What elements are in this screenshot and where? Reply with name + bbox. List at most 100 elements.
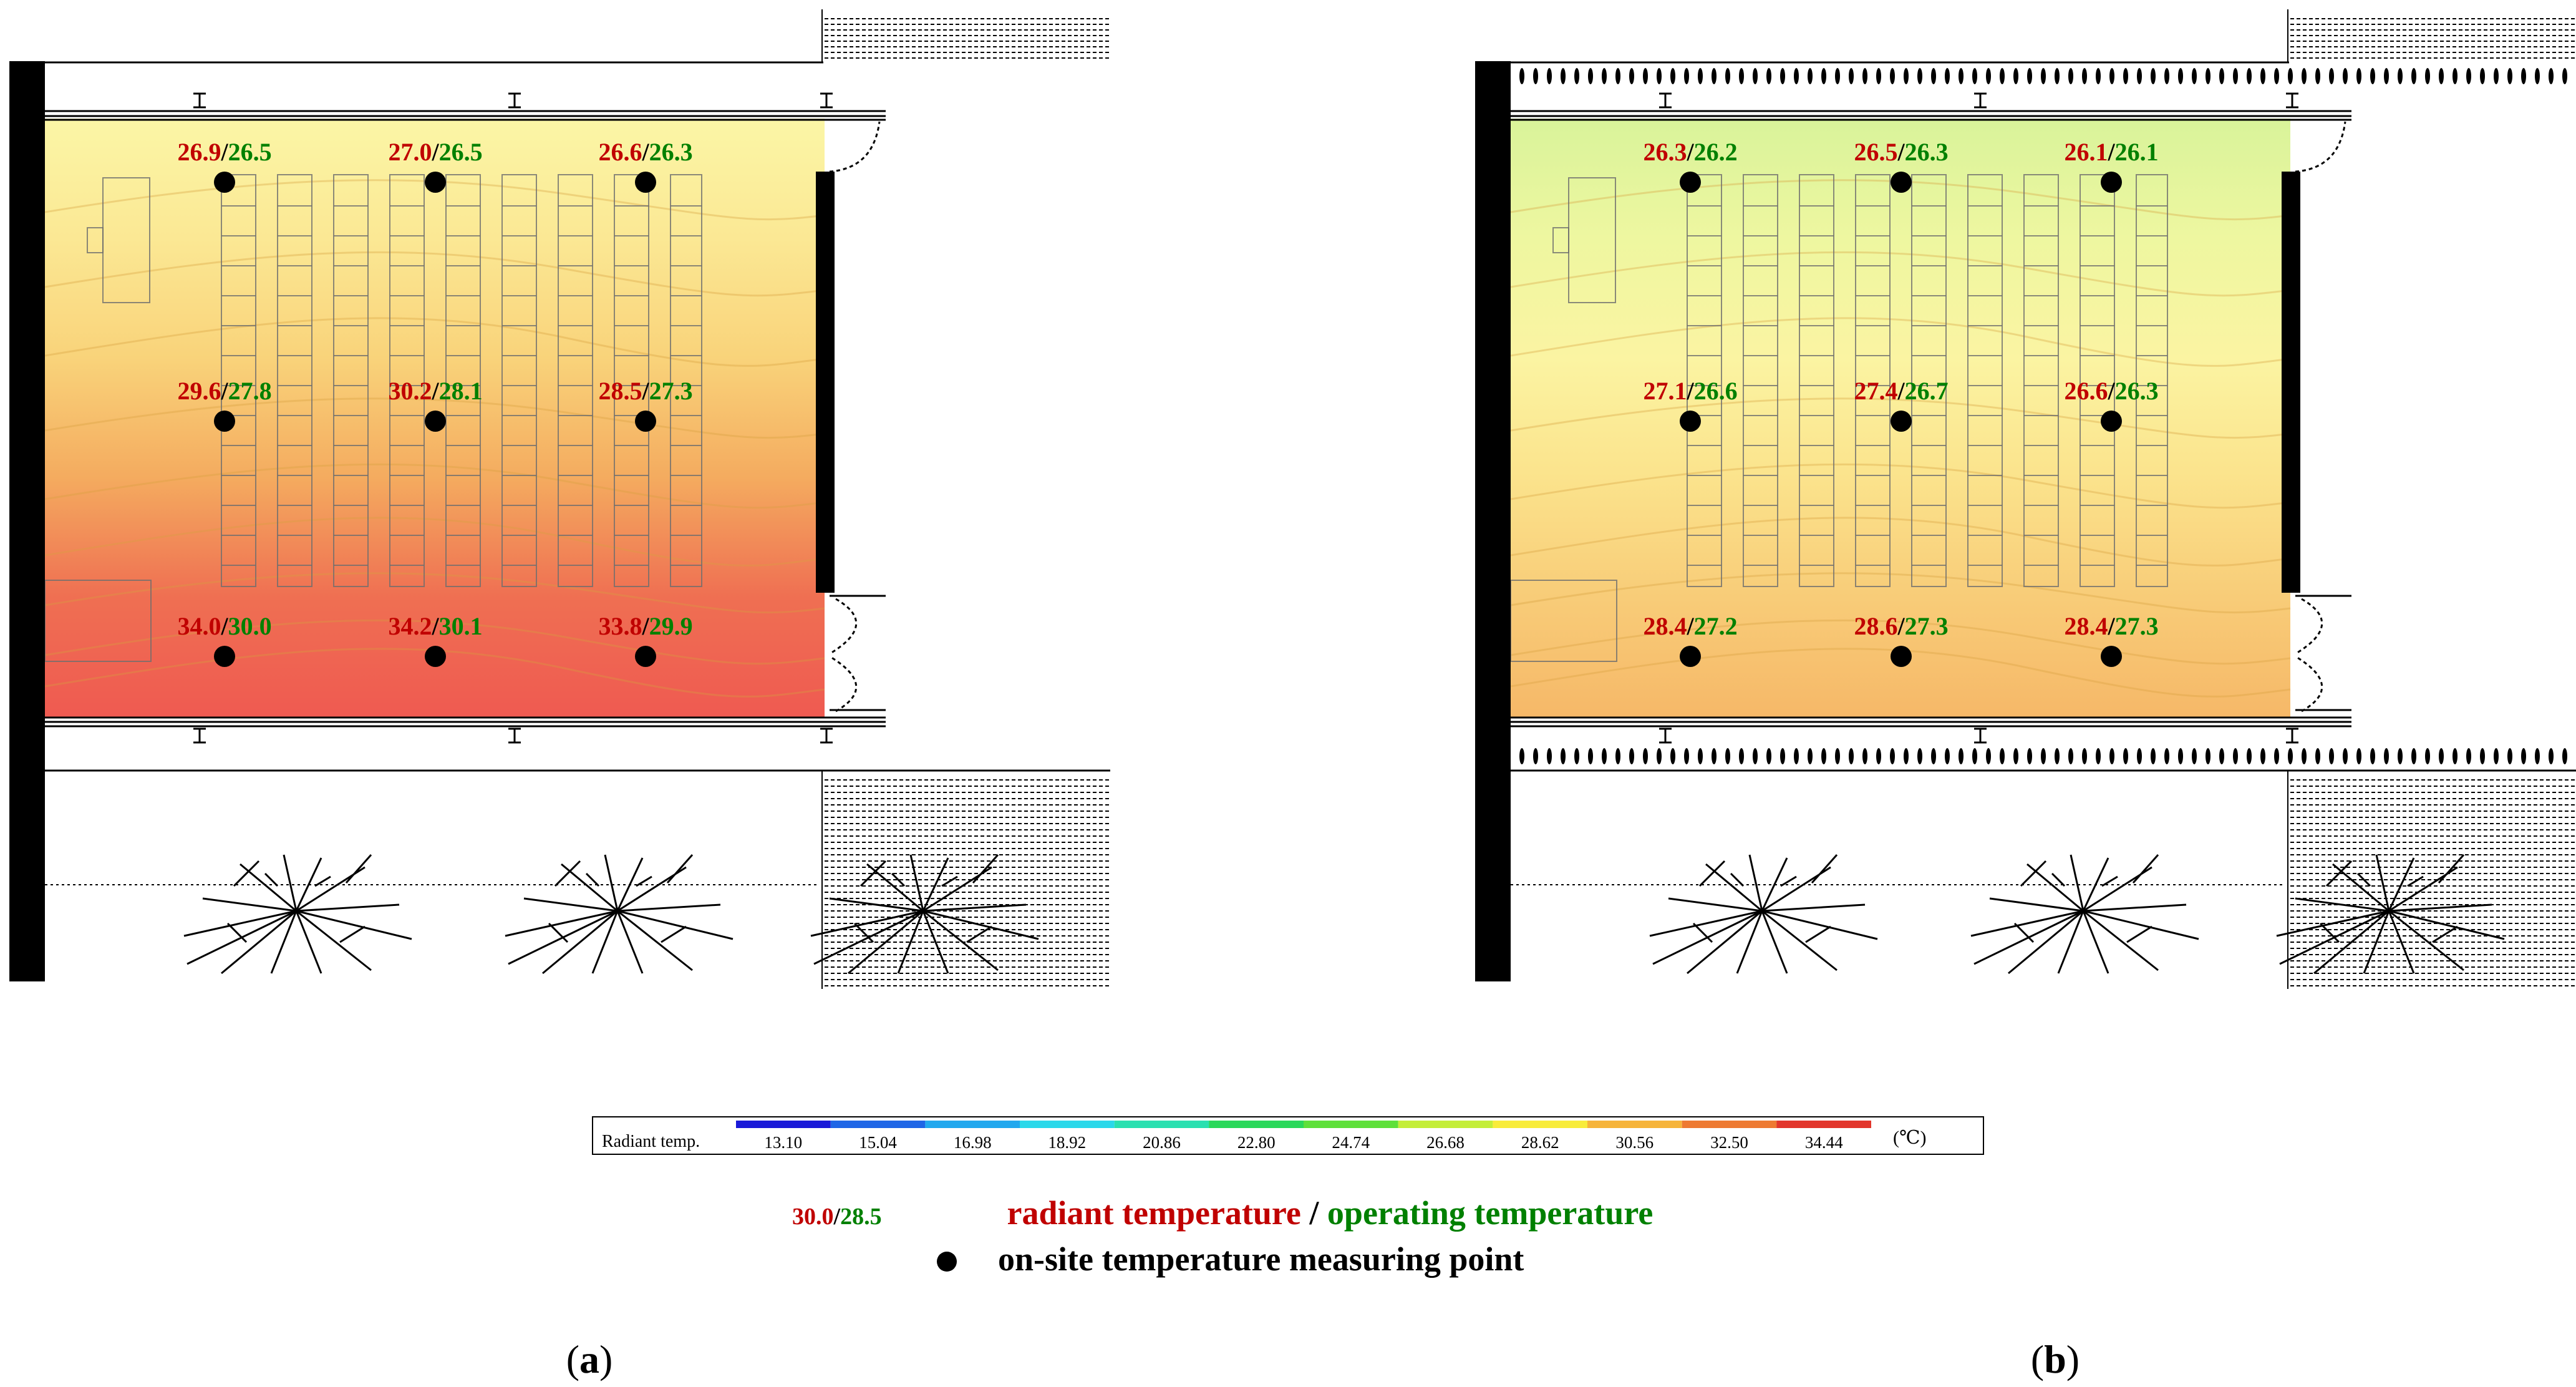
panel-caption: (b) <box>2031 1337 2080 1381</box>
radiant-value: 27.4 <box>1854 377 1897 405</box>
measuring-point: 26.6/26.3 <box>598 138 693 193</box>
isotherm-line <box>1510 397 2291 439</box>
measuring-point-icon <box>214 172 235 193</box>
radiant-value: 29.6 <box>177 377 221 405</box>
measuring-point: 28.6/27.3 <box>1854 612 1949 667</box>
colorbar-cell <box>1493 1121 1587 1128</box>
radiant-value: 28.6 <box>1854 612 1897 640</box>
colorbar-tick-label: 24.74 <box>1332 1133 1370 1152</box>
value-slash: / <box>1897 377 1905 405</box>
measuring-point-icon <box>1891 646 1912 667</box>
operating-value: 26.3 <box>649 138 693 166</box>
radiant-value: 27.0 <box>388 138 432 166</box>
operating-value: 26.1 <box>2115 138 2159 166</box>
radiant-value: 26.1 <box>2064 138 2108 166</box>
measuring-point: 26.9/26.5 <box>177 138 272 193</box>
operating-value: 26.5 <box>228 138 272 166</box>
svg-text:30.0/28.5: 30.0/28.5 <box>792 1204 882 1230</box>
radiant-value: 26.3 <box>1643 138 1687 166</box>
doors <box>2295 119 2351 713</box>
radiant-value: 30.2 <box>388 377 432 405</box>
operating-value: 30.0 <box>228 612 272 640</box>
point-label: 33.8/29.9 <box>598 612 692 640</box>
radiant-value: 34.2 <box>388 612 432 640</box>
colorbar-tick-label: 26.68 <box>1426 1133 1465 1152</box>
colorbar-tick-label: 30.56 <box>1615 1133 1654 1152</box>
isotherm-line <box>44 179 825 221</box>
colorbar-tick-label: 15.04 <box>859 1133 897 1152</box>
colorbar-cell <box>1398 1121 1493 1128</box>
west-wall <box>9 61 45 981</box>
point-label: 34.0/30.0 <box>177 612 271 640</box>
colorbar-cell <box>1587 1121 1682 1128</box>
operating-value: 28.1 <box>439 377 483 405</box>
radiant-value: 34.0 <box>177 612 221 640</box>
value-slash: / <box>1686 377 1694 405</box>
point-label: 26.3/26.2 <box>1643 138 1737 166</box>
colorbar-tick-label: 20.86 <box>1143 1133 1181 1152</box>
operating-value: 30.1 <box>439 612 483 640</box>
legend-example-slash: / <box>833 1204 841 1230</box>
colorbar-cell <box>830 1121 926 1128</box>
value-slash: / <box>641 377 649 405</box>
corridor-hatching <box>2287 9 2576 62</box>
colorbar: Radiant temp. 13.10 15.04 16.98 18.92 20.86 2… <box>592 1116 1984 1155</box>
isotherm-line <box>1510 517 2291 567</box>
tree <box>1970 854 2199 975</box>
operating-value: 27.3 <box>1905 612 1949 640</box>
doors <box>829 119 886 713</box>
operating-value: 29.9 <box>649 612 693 640</box>
isotherm-line <box>1510 572 2291 614</box>
legend-operating-label: operating temperature <box>1327 1194 1653 1232</box>
measuring-point-icon <box>425 172 446 193</box>
measuring-point-icon <box>635 172 656 193</box>
measuring-point: 34.0/30.0 <box>177 612 272 667</box>
point-label: 26.5/26.3 <box>1854 138 1948 166</box>
radiant-value: 28.5 <box>598 377 642 405</box>
operating-value: 27.8 <box>228 377 272 405</box>
tree <box>2276 854 2505 975</box>
colorbar-cell <box>1776 1121 1871 1128</box>
radiant-value: 27.1 <box>1643 377 1687 405</box>
radiant-value: 28.4 <box>1643 612 1687 640</box>
measuring-point: 28.4/27.2 <box>1643 612 1738 667</box>
caption-close: ) <box>599 1337 613 1381</box>
measuring-point: 33.8/29.9 <box>598 612 693 667</box>
operating-value: 26.5 <box>439 138 483 166</box>
colorbar-cell <box>1020 1121 1115 1128</box>
measuring-point-icon <box>2101 172 2122 193</box>
caption-letter: a <box>579 1337 599 1381</box>
measuring-point: 27.1/26.6 <box>1643 377 1738 432</box>
isotherm-line <box>44 619 825 665</box>
value-slash: / <box>2107 377 2115 405</box>
value-slash: / <box>220 138 228 166</box>
tree <box>505 854 734 975</box>
north-facade <box>45 61 886 121</box>
measuring-point: 28.4/27.3 <box>2064 612 2159 667</box>
measuring-point-icon <box>635 411 656 432</box>
desk-layout <box>1510 174 2168 662</box>
shading-louvers <box>1519 68 2567 764</box>
point-label: 26.6/26.3 <box>598 138 692 166</box>
tree <box>1649 854 1878 975</box>
measuring-point: 28.5/27.3 <box>598 377 693 432</box>
operating-value: 27.2 <box>1694 612 1738 640</box>
value-slash: / <box>220 612 228 640</box>
isotherm-line <box>1510 317 2291 367</box>
caption-close: ) <box>2066 1337 2080 1381</box>
colorbar-cell <box>1682 1121 1777 1128</box>
operating-value: 26.3 <box>2115 377 2159 405</box>
legend-radiant-label: radiant temperature <box>1007 1194 1301 1232</box>
value-slash: / <box>2107 612 2115 640</box>
isotherm-line <box>44 572 825 614</box>
point-label: 30.2/28.1 <box>388 377 482 405</box>
value-slash: / <box>1897 138 1905 166</box>
operating-value: 26.6 <box>1694 377 1738 405</box>
measuring-point-icon <box>1680 646 1701 667</box>
east-wall <box>2282 172 2300 593</box>
corridor-hatching <box>821 9 1110 62</box>
point-label: 27.0/26.5 <box>388 138 482 166</box>
colorbar-tick-label: 13.10 <box>764 1133 802 1152</box>
point-label: 26.1/26.1 <box>2064 138 2158 166</box>
